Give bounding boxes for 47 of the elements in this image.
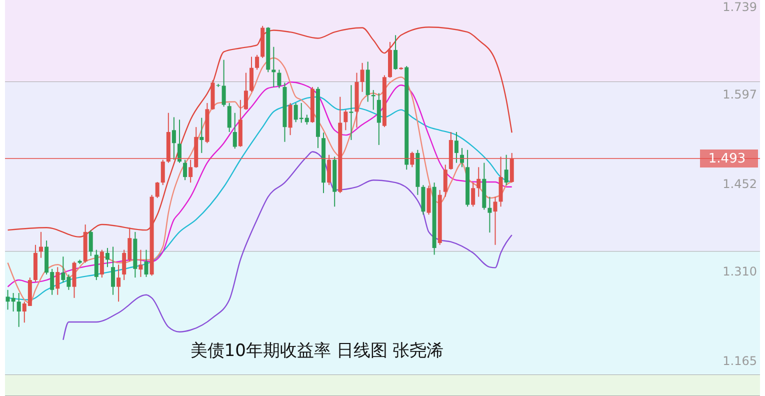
candlestick [471, 182, 476, 208]
candlestick [360, 62, 364, 92]
line-series [7, 57, 512, 304]
candlestick [39, 231, 44, 258]
candlestick [476, 166, 481, 198]
candlestick [255, 54, 260, 70]
candlestick [222, 59, 226, 108]
candlestick [232, 112, 237, 150]
candlestick [183, 159, 188, 181]
y-tick-label: 1.165 [722, 354, 757, 368]
candlestick [16, 292, 21, 328]
y-tick-label: 1.310 [722, 264, 757, 278]
candlestick [116, 264, 121, 302]
candlestick [138, 249, 143, 278]
line-series [62, 151, 512, 340]
candlestick [394, 34, 398, 70]
annotation: 美债10年期收益率 日线图 张尧浠 [190, 341, 444, 361]
y-tick-label: 1.452 [722, 176, 757, 191]
candlestick [88, 230, 93, 256]
y-tick-label: 1.739 [722, 0, 757, 14]
candlestick [172, 116, 176, 160]
ref-line-label: 1.493 [708, 152, 746, 167]
candlestick [288, 102, 292, 136]
candlestick [250, 56, 254, 92]
candlestick [144, 249, 148, 278]
candlestick [349, 84, 354, 141]
candlestick [454, 132, 458, 164]
candlestick [277, 69, 282, 89]
line-series [7, 26, 512, 238]
candlestick [200, 117, 204, 154]
y-tick-label: 1.597 [722, 87, 757, 102]
candlestick [56, 266, 60, 296]
candlestick [344, 109, 348, 131]
candlestick [376, 92, 381, 146]
candlestick [105, 247, 110, 268]
candlestick [493, 196, 498, 246]
candlestick [443, 164, 448, 198]
candlestick [244, 72, 248, 110]
candlestick [488, 196, 492, 234]
candlestick [94, 249, 98, 281]
candlestick [111, 246, 116, 296]
candlestick [272, 46, 276, 88]
candlestick [504, 154, 508, 186]
candlestick [100, 249, 104, 278]
candlestick [177, 119, 182, 164]
candlestick [155, 181, 160, 198]
candlestick [227, 102, 232, 132]
